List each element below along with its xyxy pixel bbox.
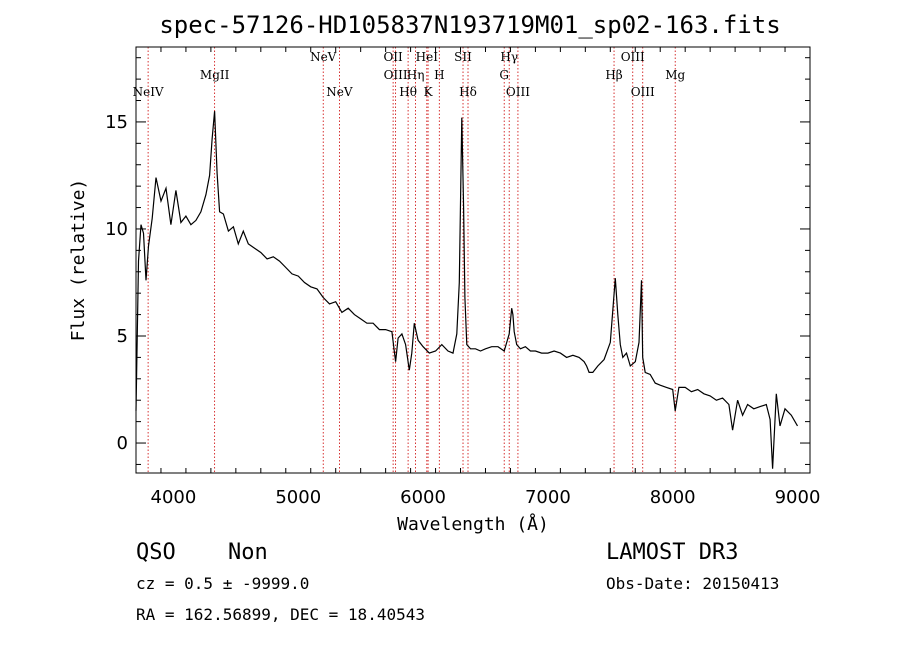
redshift-readout: cz = 0.5 ± -9999.0	[136, 574, 309, 593]
emission-line-label-16: Hβ	[605, 68, 622, 82]
emission-line-label-6: Hθ	[399, 85, 417, 99]
x-tick-label-4: 8000	[650, 487, 696, 508]
x-axis-label: Wavelength (Å)	[397, 513, 549, 535]
y-tick-label-3: 15	[105, 112, 128, 133]
emission-line-markers	[147, 47, 676, 473]
emission-line-label-2: NeV	[310, 50, 337, 64]
emission-line-label-11: SII	[454, 50, 472, 64]
emission-line-label-13: Hγ	[500, 50, 518, 64]
emission-line-label-9: K	[424, 85, 434, 99]
emission-line-label-10: H	[434, 68, 444, 82]
emission-line-label-3: NeV	[326, 85, 353, 99]
emission-line-label-4: OII	[383, 50, 403, 64]
x-tick-label-0: 4000	[151, 487, 197, 508]
x-tick-label-1: 5000	[275, 487, 321, 508]
survey-name: LAMOST DR3	[606, 540, 738, 565]
x-tick-label-3: 7000	[525, 487, 571, 508]
x-axis-ticks: 4000 5000 6000 7000 8000 9000	[135, 47, 821, 508]
plot-frame	[135, 46, 811, 474]
emission-line-label-18: OIII	[631, 85, 655, 99]
emission-line-label-8: HeI	[416, 50, 439, 64]
y-tick-label-0: 0	[117, 433, 128, 454]
emission-line-label-12: Hδ	[459, 85, 477, 99]
emission-line-label-19: Mg	[665, 68, 685, 82]
emission-line-label-1: MgII	[200, 68, 230, 82]
emission-line-label-17: OIII	[621, 50, 645, 64]
x-tick-label-5: 9000	[775, 487, 821, 508]
y-tick-label-2: 10	[105, 219, 128, 240]
emission-line-label-14: G	[499, 68, 509, 82]
object-subclass: Non	[228, 540, 268, 565]
coordinates: RA = 162.56899, DEC = 18.40543	[136, 605, 425, 624]
emission-line-label-5: OIII	[384, 68, 408, 82]
obs-date: Obs-Date: 20150413	[606, 574, 779, 593]
y-axis-ticks: 0 5 10 15	[105, 57, 810, 465]
emission-line-label-15: OIII	[506, 85, 530, 99]
y-tick-label-1: 5	[117, 326, 128, 347]
emission-line-labels: NeIV MgII NeV NeV OII OIII Hθ Hη HeI KH SII Hδ Hγ G OI…	[133, 50, 686, 99]
chart-title: spec-57126-HD105837N193719M01_sp02-163.f…	[159, 11, 780, 39]
x-tick-label-2: 6000	[400, 487, 446, 508]
y-axis-label: Flux (relative)	[68, 179, 89, 342]
emission-line-label-0: NeIV	[133, 85, 164, 99]
emission-line-label-7: Hη	[407, 68, 425, 82]
object-class: QSO	[136, 540, 176, 565]
flux-series-line	[135, 111, 799, 469]
